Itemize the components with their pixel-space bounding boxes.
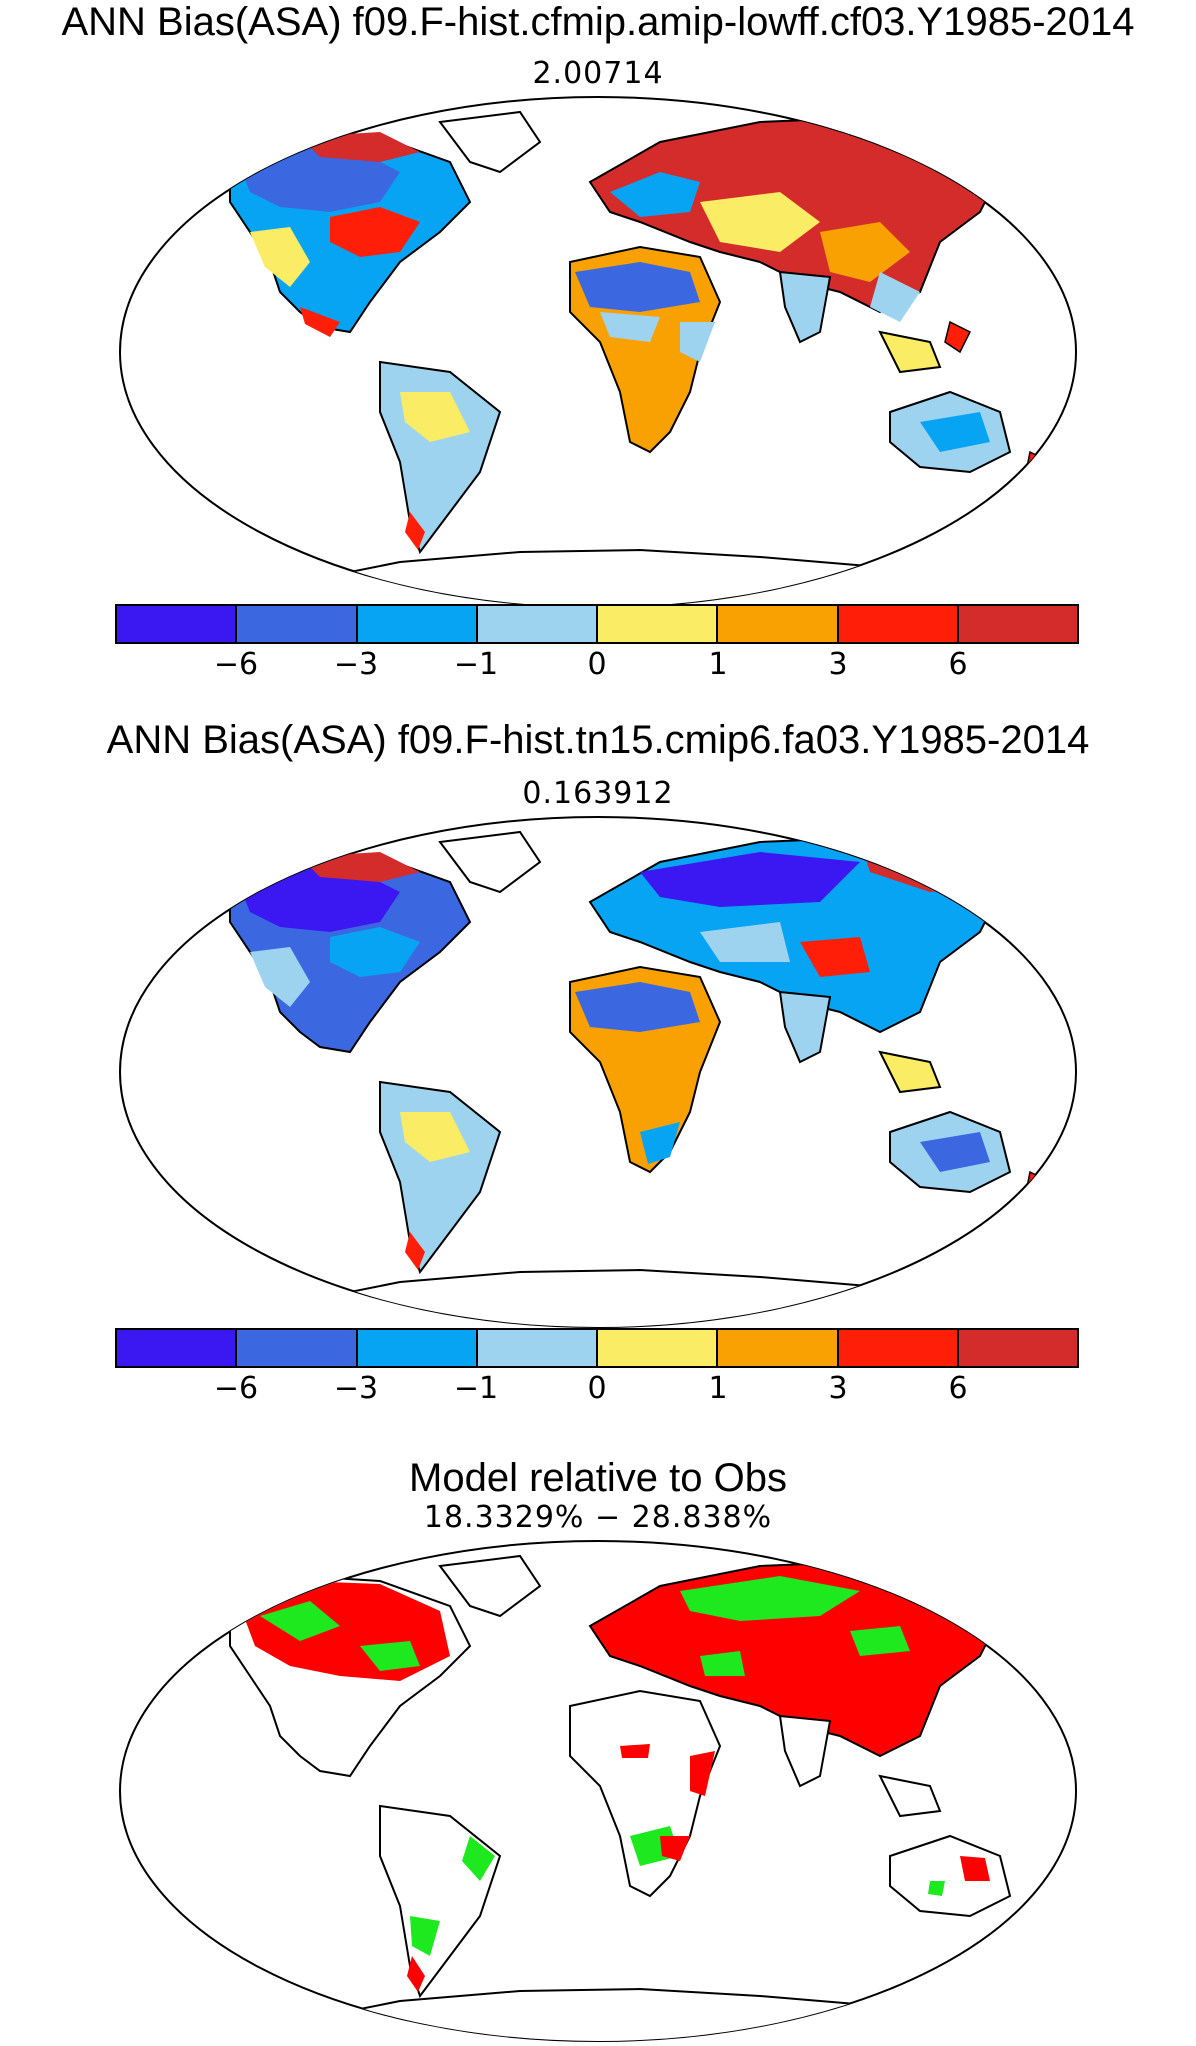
panel-title: ANN Bias(ASA) f09.F-hist.tn15.cmip6.fa03… (106, 718, 1090, 762)
panel-subtitle: 18.3329% − 28.838% (423, 1500, 773, 1535)
colorbar-bin (598, 606, 719, 642)
greenland (438, 830, 542, 894)
greenland (438, 110, 542, 174)
colorbar-1 (115, 604, 1079, 644)
colorbar-tick: −1 (453, 647, 499, 682)
colorbar-bin (357, 1330, 478, 1366)
colorbar-bin (237, 1330, 358, 1366)
panel-subtitle: 2.00714 (532, 56, 664, 91)
comparison-map (119, 1540, 1077, 2042)
colorbar-tick: 1 (708, 1371, 728, 1406)
colorbar-tick: 3 (828, 1371, 848, 1406)
bias-panel-2: ANN Bias(ASA) f09.F-hist.tn15.cmip6.fa03… (0, 718, 1196, 1418)
colorbar-tick: 1 (708, 647, 728, 682)
colorbar-bin (718, 606, 839, 642)
india (778, 990, 832, 1064)
colorbar-bin (958, 1330, 1077, 1366)
comparison-panel: Model relative to Obs 18.3329% − 28.838% (0, 1440, 1196, 2042)
australia (889, 1834, 1012, 1918)
colorbar-bin (838, 606, 959, 642)
colorbar-bin (237, 606, 358, 642)
colorbar-2 (115, 1328, 1079, 1368)
colorbar-bin (477, 1330, 598, 1366)
bias-panel-1: ANN Bias(ASA) f09.F-hist.cfmip.amip-lowf… (0, 0, 1196, 700)
colorbar-bin (477, 606, 598, 642)
colorbar-bin (718, 1330, 839, 1366)
colorbar-tick: −1 (453, 1371, 499, 1406)
bias-map-2 (119, 816, 1077, 1328)
colorbar-bin (598, 1330, 719, 1366)
colorbar-tick: −6 (213, 1371, 259, 1406)
colorbar-ticks-2: −6 −3 −1 0 1 3 6 (0, 1372, 1196, 1412)
colorbar-tick: 0 (587, 647, 607, 682)
colorbar-tick: −6 (213, 647, 259, 682)
colorbar-bin (117, 606, 238, 642)
colorbar-ticks-1: −6 −3 −1 0 1 3 6 (0, 648, 1196, 688)
panel-title: ANN Bias(ASA) f09.F-hist.cfmip.amip-lowf… (61, 0, 1135, 44)
colorbar-bin (357, 606, 478, 642)
colorbar-bin (117, 1330, 238, 1366)
colorbar-tick: 6 (948, 1371, 968, 1406)
bias-map-1 (119, 96, 1077, 608)
colorbar-tick: −3 (333, 647, 379, 682)
colorbar-tick: 3 (828, 647, 848, 682)
india (778, 1714, 832, 1788)
india (778, 270, 832, 344)
panel-title: Model relative to Obs (409, 1456, 787, 1500)
colorbar-bin (838, 1330, 959, 1366)
colorbar-tick: −3 (333, 1371, 379, 1406)
panel-subtitle: 0.163912 (522, 776, 674, 811)
colorbar-bin (958, 606, 1077, 642)
greenland (438, 1554, 542, 1618)
colorbar-tick: 6 (948, 647, 968, 682)
colorbar-tick: 0 (587, 1371, 607, 1406)
